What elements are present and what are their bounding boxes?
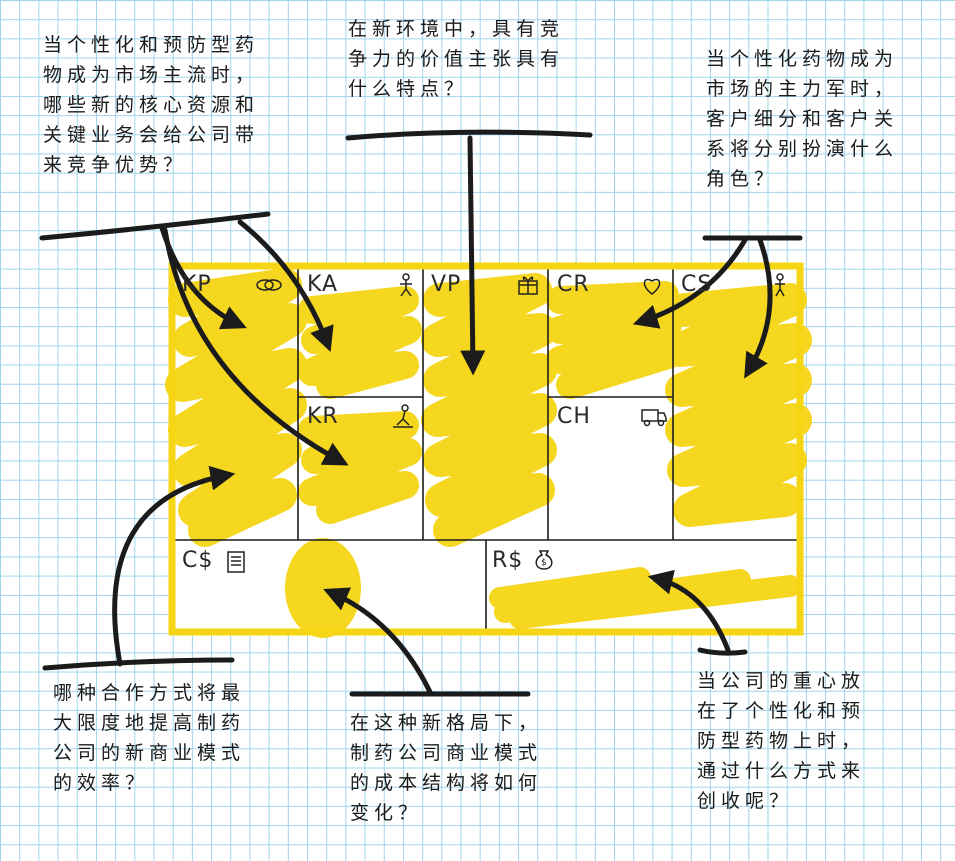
- vp-label: VP: [431, 272, 462, 297]
- revenue-scribble: [489, 567, 801, 629]
- cr-scribble: [546, 281, 682, 399]
- cr-label: CR: [557, 272, 590, 297]
- arrow-to-cost: [323, 587, 433, 695]
- question-value-proposition: 在新环境中，具有竞 争力的价值主张具有 什么特点？: [348, 18, 565, 100]
- person-icon: [775, 273, 785, 297]
- canvas-border: [168, 262, 804, 636]
- cost-scribble: [285, 538, 361, 638]
- question-key-partners: 哪种合作方式将最 大限度地提高制药 公司的新商业模式 的效率？: [53, 682, 246, 794]
- money-bag-icon: $: [535, 550, 553, 570]
- arrow-to-cs: [744, 237, 773, 379]
- svg-text:$: $: [541, 558, 547, 568]
- arrow-to-kp: [159, 225, 247, 330]
- vp-question-underline: [345, 129, 593, 141]
- vp-scribble: [421, 273, 557, 547]
- kp-question-underline: [39, 211, 271, 241]
- kp-label: KP: [182, 272, 212, 297]
- ch-label: CH: [557, 404, 591, 429]
- arrow-from-partners: [112, 465, 236, 667]
- ka-label: KA: [307, 272, 339, 297]
- chain-link-icon: [256, 279, 282, 291]
- question-revenue-streams: 当公司的重心放 在了个性化和预 防型药物上时， 通过什么方式来 创收呢？: [697, 670, 866, 812]
- ka-scribble: [298, 286, 422, 399]
- arrow-to-ka: [237, 219, 334, 353]
- annotation-strokes: [39, 129, 803, 697]
- question-key-resources-activities: 当个性化和预防型药 物成为市场主流时， 哪些新的核心资源和 关键业务会给公司带 …: [43, 34, 260, 176]
- arrow-to-vp: [460, 135, 486, 376]
- cs-scribble: [663, 283, 812, 527]
- delivery-truck-icon: [641, 409, 667, 427]
- arrow-to-kr: [162, 227, 349, 466]
- arrow-to-cr: [632, 237, 748, 329]
- gift-box-icon: [518, 276, 538, 295]
- highlight-scribbles: [165, 268, 812, 638]
- factory-worker-icon: [393, 404, 413, 428]
- question-customer-segments: 当个性化药物成为 市场的主力军时， 客户细分和客户关 系将分别扮演什么 角色？: [706, 48, 899, 190]
- heart-icon: [643, 278, 661, 295]
- partners-question-underline: [42, 657, 235, 671]
- kr-label: KR: [307, 404, 339, 429]
- kp-scribble: [165, 268, 307, 547]
- revenue-question-underline: [697, 647, 748, 656]
- cost-label: C$: [182, 548, 214, 573]
- receipt-icon: [227, 551, 245, 573]
- arrow-to-revenue: [647, 569, 731, 653]
- worker-icon: [400, 273, 412, 297]
- canvas-frame: [172, 266, 800, 632]
- cs-label: CS: [681, 272, 713, 297]
- question-cost-structure: 在这种新格局下， 制药公司商业模式 的成本结构将如何 变化？: [350, 712, 543, 824]
- revenue-label: R$: [492, 548, 524, 573]
- kr-scribble: [298, 411, 422, 524]
